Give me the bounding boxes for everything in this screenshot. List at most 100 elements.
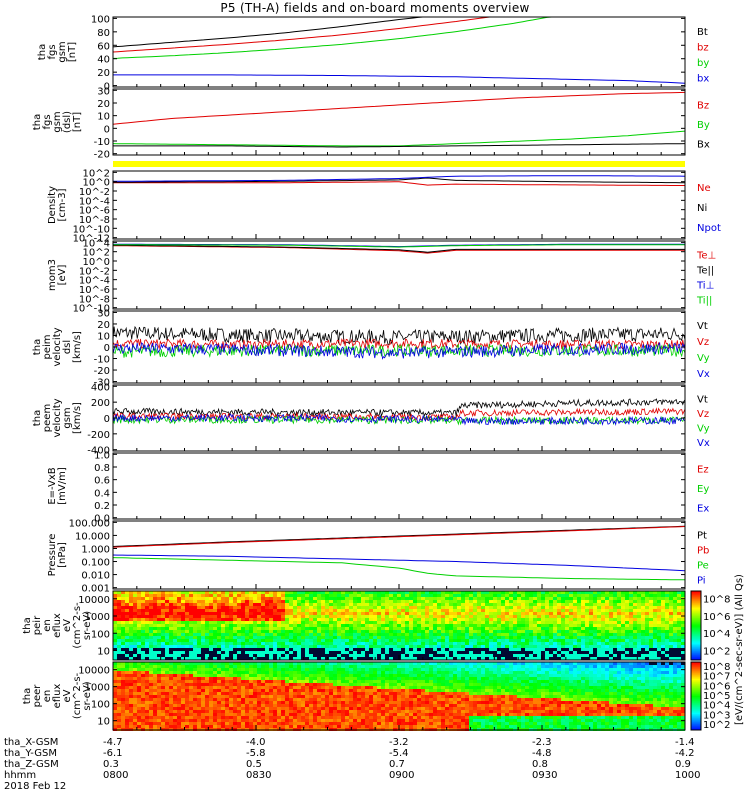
legend-entry: Pi — [697, 576, 706, 587]
colorbar-tick: 10^8 — [703, 662, 730, 673]
y-tick-label: 10^-4 — [79, 276, 110, 287]
footer-value: 0.3 — [103, 759, 119, 770]
y-tick-label: 10 — [97, 647, 110, 658]
y-tick-label: 10^0 — [83, 257, 110, 268]
legend-entry: bx — [697, 73, 709, 84]
series-peem_velocity-3 — [112, 413, 686, 426]
legend-entry: Vt — [697, 394, 708, 405]
colorbar-tick: 10^4 — [703, 701, 730, 712]
y-tick-label: 0 — [104, 414, 110, 425]
y-axis-label: thapeirenefluxeV(cm^2-s-sr-eV) — [22, 602, 93, 649]
legend-entry: Vz — [697, 337, 709, 348]
y-tick-label: 10^-10 — [73, 224, 110, 235]
series-temperature-3 — [113, 244, 685, 248]
panel-peem_velocity: thapeemvelocitygsm[km/s] — [32, 384, 686, 452]
footer-value: 0830 — [246, 770, 272, 781]
y-tick-label: 0.6 — [94, 476, 110, 487]
series-fgs_total-3 — [113, 74, 686, 84]
legend-entry: Vy — [697, 423, 710, 434]
legend-entry: Ti|| — [696, 296, 712, 307]
series-pressure-0 — [112, 525, 686, 547]
footer-value: 0.5 — [246, 759, 262, 770]
footer-row-label: tha_Z-GSM — [4, 759, 59, 770]
y-tick-label: 20 — [97, 68, 110, 79]
series-fgs_components-2 — [113, 143, 686, 148]
y-tick-label: 10^4 — [83, 238, 110, 249]
panel-efield: E=-VxB[mV/m] — [47, 452, 686, 520]
panel-density: Density[cm-3] — [47, 170, 686, 240]
panel-pressure: Pressure[nPa] — [47, 520, 686, 590]
colorbar-tick: 10^5 — [703, 691, 730, 702]
y-tick-label: 100.000 — [69, 518, 110, 529]
colorbar-tick: 10^6 — [703, 612, 730, 623]
series-density-1 — [112, 177, 685, 184]
series-fgs_components-1 — [112, 130, 686, 147]
y-axis-label: Pressure[nPa] — [47, 534, 68, 577]
footer-value: -4.7 — [103, 737, 123, 748]
series-fgs_total-0 — [112, 16, 685, 48]
y-axis-label: thapeimvelocitydsl[km/s] — [32, 327, 83, 366]
y-tick-label: 10 — [97, 331, 110, 342]
y-tick-label: 0.4 — [94, 488, 110, 499]
colorbar-tick: 10^8 — [703, 595, 730, 606]
y-tick-label: 30 — [97, 86, 110, 97]
y-tick-label: 0 — [104, 343, 110, 354]
y-tick-label: 10^-8 — [79, 215, 110, 226]
y-tick-label: -30 — [94, 378, 110, 389]
colorbar-tick: 10^6 — [703, 681, 730, 692]
y-tick-label: 10^2 — [83, 168, 110, 179]
legend-entry: Ez — [697, 465, 709, 476]
panel-frame — [112, 384, 686, 452]
y-tick-label: -20 — [94, 150, 110, 161]
panel-temperature: mom3[eV] — [47, 240, 686, 310]
series-temperature-1 — [113, 244, 685, 253]
peir_spectrogram-cells — [113, 591, 685, 660]
legend-entry: Vx — [697, 369, 710, 380]
y-axis-label: Density[cm-3] — [47, 186, 68, 224]
y-tick-label: 1000 — [85, 683, 110, 694]
y-tick-label: 0.001 — [81, 584, 110, 595]
y-tick-label: 20 — [97, 320, 110, 331]
y-tick-label: 200 — [91, 398, 110, 409]
y-tick-label: -10 — [94, 137, 110, 148]
colorbar-tick: 10^4 — [703, 629, 730, 640]
legend-entry: By — [697, 120, 710, 131]
y-tick-label: 0.8 — [94, 463, 110, 474]
footer-row-label: hhmm — [4, 770, 37, 781]
y-tick-label: 10 — [97, 112, 110, 123]
y-tick-label: 100 — [91, 629, 110, 640]
y-tick-label: 10.000 — [75, 531, 110, 542]
footer-value: -4.8 — [532, 748, 552, 759]
legend-entry: Vx — [697, 438, 710, 449]
y-tick-label: 0.0 — [94, 514, 110, 525]
y-tick-label: 10^-2 — [79, 266, 110, 277]
series-peim_velocity-0 — [112, 325, 686, 346]
footer-row-label: tha_Y-GSM — [4, 748, 58, 759]
figure-title: P5 (TH-A) fields and on-board moments ov… — [220, 1, 530, 15]
colorbar-tick: 10^7 — [703, 672, 730, 683]
y-tick-label: 400 — [91, 382, 110, 393]
footer-value: -5.4 — [389, 748, 409, 759]
panel-peir_spectrogram: thapeirenefluxeV(cm^2-s-sr-eV) — [22, 590, 702, 661]
colorbar-tick: 10^2 — [703, 646, 730, 657]
legend-entry: Vz — [697, 409, 709, 420]
series-pressure-1 — [112, 526, 686, 548]
y-tick-label: 10^2 — [83, 248, 110, 259]
y-tick-label: -200 — [87, 430, 110, 441]
y-axis-label: thapeemvelocitygsm[km/s] — [32, 398, 83, 437]
series-peem_velocity-0 — [112, 398, 686, 418]
y-axis-label: thafgsgsm(dsl)[nT] — [32, 111, 83, 133]
y-axis-label: thapeerenefluxeV(cm^2-s-sr-eV) — [22, 672, 93, 719]
legend-entry: Npot — [697, 223, 721, 234]
footer-value: 0.7 — [389, 759, 405, 770]
footer-value: 0900 — [389, 770, 415, 781]
y-tick-label: -10 — [94, 355, 110, 366]
footer-value: 0930 — [532, 770, 558, 781]
colorbar-unit-label: [eV/(cm^2-sec-sr-eV)] (All Qs) — [734, 574, 745, 725]
series-fgs_total-2 — [112, 16, 685, 59]
peer_spectrogram-colorbar — [690, 661, 702, 731]
y-tick-label: 10^-6 — [79, 285, 110, 296]
y-tick-label: 20 — [97, 99, 110, 110]
y-tick-label: 80 — [97, 28, 110, 39]
